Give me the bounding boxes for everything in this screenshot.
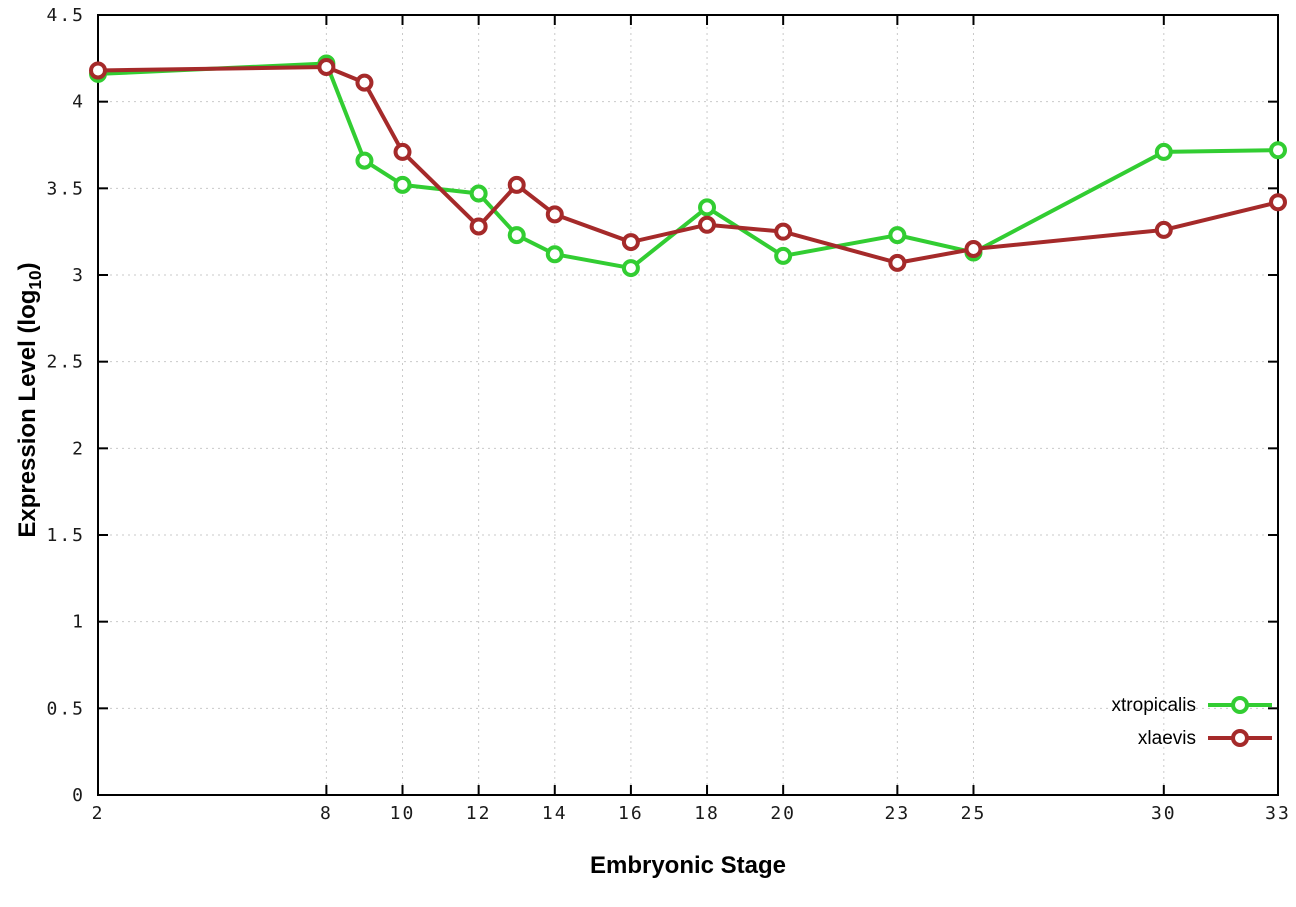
x-tick-label: 12 [466, 803, 492, 824]
y-axis-label: Expression Level (log10) [14, 262, 46, 537]
legend-label-xlaevis: xlaevis [1138, 728, 1196, 749]
marker-xlaevis [355, 73, 374, 92]
marker-xtropicalis [507, 226, 526, 245]
marker-xlaevis [507, 175, 526, 194]
y-tick-label: 0.5 [46, 698, 85, 719]
y-axis-label-suffix: ) [14, 262, 42, 271]
marker-xtropicalis [469, 184, 488, 203]
x-tick-label: 23 [885, 803, 911, 824]
y-tick-label: 4.5 [46, 5, 85, 26]
legend-sample-marker-xtropicalis [1231, 696, 1249, 714]
marker-xlaevis [964, 240, 983, 258]
x-tick-label: 30 [1151, 803, 1177, 824]
y-axis-label-subscript: 10 [24, 270, 45, 290]
x-tick-label: 33 [1265, 803, 1291, 824]
y-tick-label: 3.5 [46, 178, 85, 199]
marker-xlaevis [469, 217, 488, 236]
y-tick-label: 4 [72, 92, 85, 113]
marker-xtropicalis [621, 259, 640, 278]
series-line-xlaevis [96, 65, 1280, 265]
marker-xlaevis [89, 61, 107, 80]
x-tick-label: 8 [320, 803, 333, 824]
marker-xlaevis [621, 233, 640, 252]
y-tick-label: 2.5 [46, 352, 85, 373]
y-tick-label: 1.5 [46, 525, 85, 546]
marker-xtropicalis [698, 198, 717, 217]
marker-xlaevis [393, 142, 412, 161]
y-tick-label: 1 [72, 612, 85, 633]
marker-xtropicalis [1269, 141, 1287, 160]
y-tick-label: 0 [72, 785, 85, 806]
marker-xtropicalis [774, 246, 793, 265]
x-tick-label: 20 [770, 803, 796, 824]
y-tick-label: 3 [72, 265, 85, 286]
marker-xlaevis [1269, 193, 1287, 212]
marker-xlaevis [317, 58, 336, 76]
marker-xlaevis [774, 222, 793, 241]
marker-xtropicalis [888, 226, 907, 245]
legend-label-xtropicalis: xtropicalis [1112, 695, 1196, 716]
x-tick-label: 18 [694, 803, 720, 824]
x-tick-label: 10 [390, 803, 416, 824]
x-tick-label: 25 [961, 803, 987, 824]
plot-border [97, 14, 1279, 796]
x-tick-label: 2 [92, 803, 105, 824]
marker-xlaevis [545, 205, 564, 224]
marker-xtropicalis [545, 245, 564, 264]
marker-xtropicalis [355, 151, 374, 170]
marker-xlaevis [1154, 220, 1173, 239]
x-axis-label: Embryonic Stage [589, 852, 787, 879]
legend-sample-marker-xlaevis [1231, 729, 1249, 747]
marker-xlaevis [888, 253, 907, 272]
x-tick-label: 16 [618, 803, 644, 824]
marker-xlaevis [698, 215, 717, 234]
x-tick-label: 14 [542, 803, 568, 824]
y-tick-label: 2 [72, 438, 85, 459]
y-axis-label-prefix: Expression Level (log [14, 289, 42, 538]
marker-xtropicalis [393, 175, 412, 194]
marker-xtropicalis [1154, 142, 1173, 161]
